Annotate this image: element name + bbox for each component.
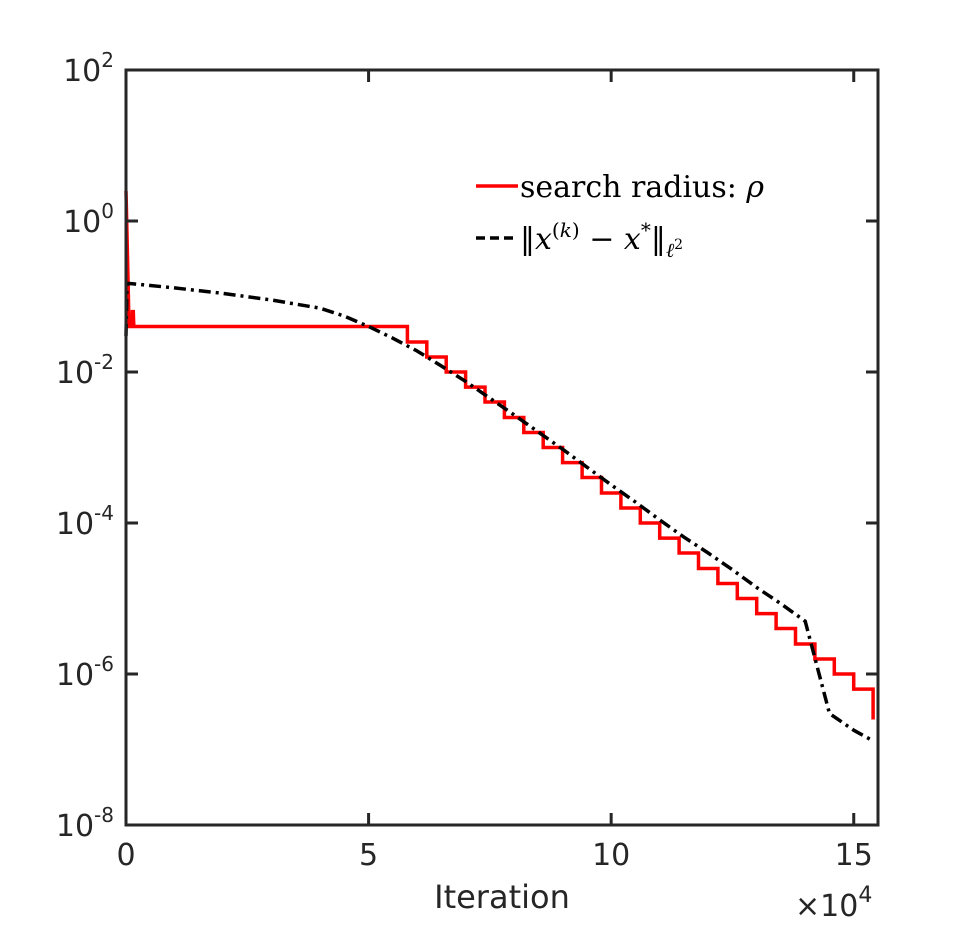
- series-line-search-radius: [124, 190, 875, 720]
- legend-label-error-2: 2: [674, 237, 683, 253]
- y-tick-exp: -8: [94, 803, 114, 827]
- plot-area: [126, 70, 878, 825]
- legend-label-error-k-var: k: [560, 218, 572, 242]
- x-tick-label: 5: [359, 838, 378, 873]
- legend-label-error-star: *: [641, 218, 651, 242]
- y-tick-label: 10-8: [56, 803, 114, 844]
- y-tick-label: 100: [63, 199, 114, 240]
- legend-label-error-xstar: x: [624, 222, 641, 257]
- x-tick-label: 0: [116, 838, 135, 873]
- y-tick-label: 102: [63, 48, 114, 89]
- legend-label-error-k: (: [552, 218, 560, 242]
- legend-label-error-l: ℓ: [666, 238, 675, 262]
- legend: search radius: ρ ‖x(k) − x*‖ℓ2: [476, 170, 764, 262]
- y-tick-label: 10-6: [56, 652, 114, 693]
- legend-label-error: ‖x(k) − x*‖ℓ2: [520, 218, 683, 262]
- x-axis-multiplier: ×104: [795, 883, 872, 924]
- y-tick-label: 10-2: [56, 350, 114, 391]
- series-layer: [124, 190, 875, 743]
- x-tick-label: 10: [592, 838, 630, 873]
- y-tick-exp: 2: [101, 48, 114, 72]
- legend-label-error-bar2: ‖: [651, 222, 666, 257]
- series-line-error: [124, 281, 874, 743]
- y-tick-base: 10: [63, 54, 101, 89]
- legend-label-radius-math: ρ: [745, 170, 764, 205]
- y-tick-exp: -4: [94, 501, 114, 525]
- y-tick-base: 10: [56, 356, 94, 391]
- x-axis-multiplier-exp: 4: [858, 883, 872, 908]
- y-tick-base: 10: [56, 658, 94, 693]
- x-axis-label: Iteration: [434, 878, 570, 916]
- legend-label-error-k-close: ): [572, 218, 580, 242]
- legend-label-radius-text: search radius:: [520, 170, 746, 205]
- y-tick-exp: 0: [101, 199, 114, 223]
- plot-frame: [124, 68, 880, 827]
- x-axis-multiplier-base: ×10: [795, 889, 858, 924]
- y-tick-exp: -6: [94, 652, 114, 676]
- legend-label-error-x: x: [535, 222, 552, 257]
- y-tick-label: 10-4: [56, 501, 114, 542]
- y-tick-base: 10: [56, 507, 94, 542]
- x-tick-label: 15: [835, 838, 873, 873]
- legend-label-radius: search radius: ρ: [520, 170, 764, 205]
- y-tick-base: 10: [63, 205, 101, 240]
- y-tick-base: 10: [56, 809, 94, 844]
- legend-label-error-bar1: ‖: [520, 222, 535, 257]
- y-tick-exp: -2: [94, 350, 114, 374]
- legend-label-error-minus: −: [580, 222, 624, 257]
